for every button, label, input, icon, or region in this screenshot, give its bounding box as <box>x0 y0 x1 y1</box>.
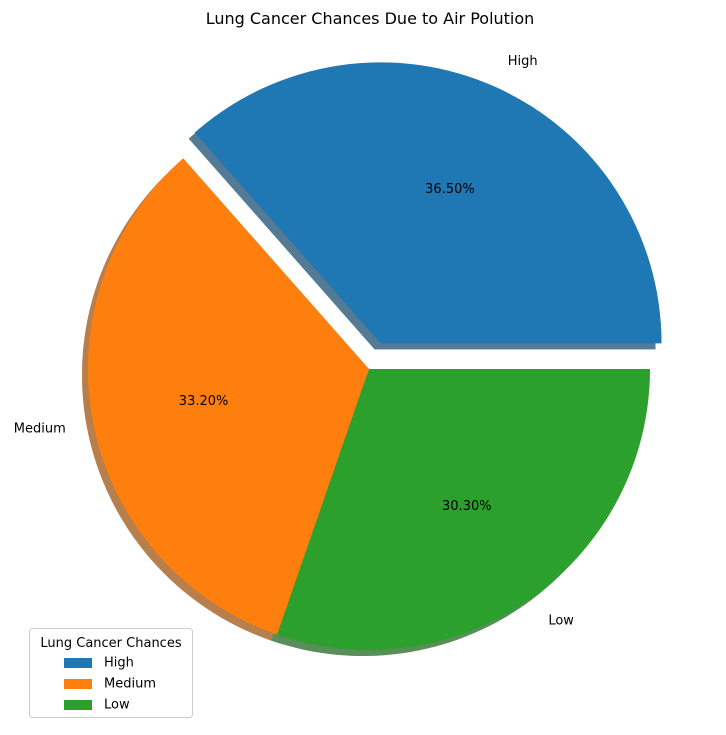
legend-box <box>29 628 193 718</box>
percent-label-high: 36.50% <box>425 182 475 197</box>
pie-slice-low <box>277 369 650 650</box>
pie-slice-high <box>194 62 662 344</box>
legend-title: Lung Cancer Chances <box>40 636 181 651</box>
legend-label-medium: Medium <box>104 677 156 692</box>
slice-label-low: Low <box>548 613 574 628</box>
legend-swatch-high <box>64 658 92 668</box>
chart-title: Lung Cancer Chances Due to Air Polution <box>206 9 535 28</box>
percent-label-low: 30.30% <box>442 499 492 514</box>
pie-slice-medium <box>87 158 370 635</box>
slice-labels: High 36.50% Medium 33.20% Low 30.30% <box>14 54 575 628</box>
percent-label-medium: 33.20% <box>179 394 229 409</box>
pie-slices <box>87 62 662 650</box>
legend-swatch-low <box>64 700 92 710</box>
legend: Lung Cancer Chances High Medium Low <box>29 628 193 718</box>
legend-swatch-medium <box>64 679 92 689</box>
slice-label-high: High <box>508 54 538 69</box>
legend-label-high: High <box>104 656 134 671</box>
slice-label-medium: Medium <box>14 421 66 436</box>
legend-label-low: Low <box>104 698 130 713</box>
